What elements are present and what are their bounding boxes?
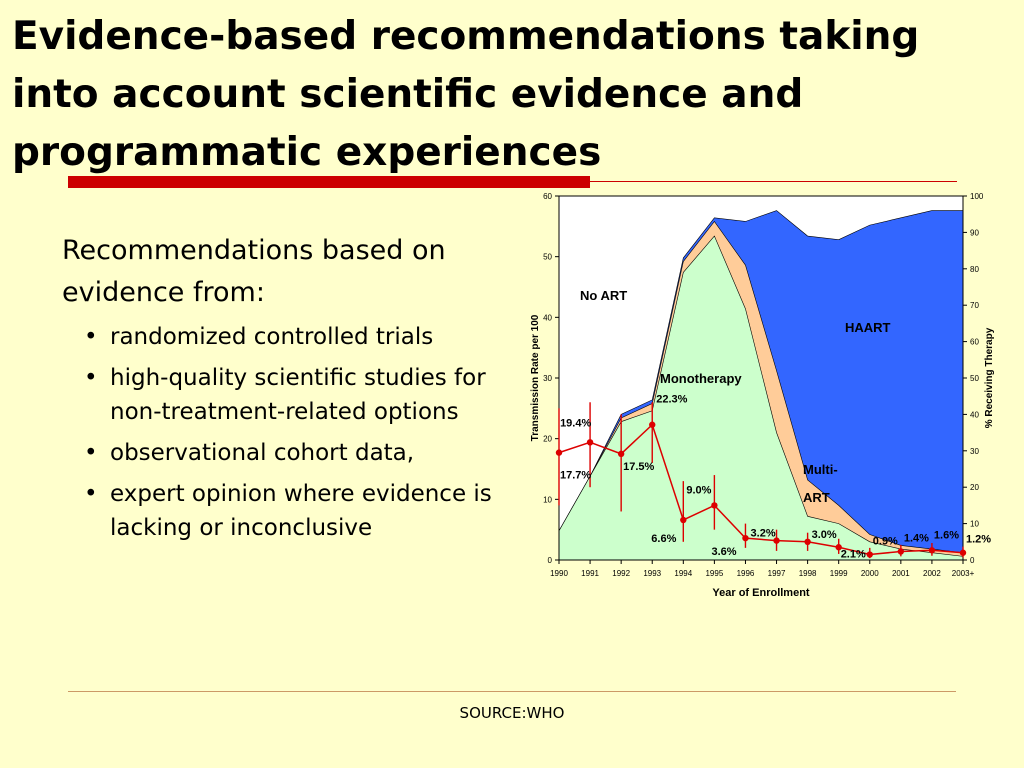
bullet-icon: •	[84, 324, 98, 350]
y-left-tick-label: 50	[543, 253, 552, 262]
y-left-tick-label: 0	[548, 556, 553, 565]
footer-rule	[68, 691, 956, 692]
data-label: 3.2%	[751, 528, 776, 540]
y-right-tick-label: 80	[970, 265, 979, 274]
bullet-text: expert opinion where evidence is lacking…	[110, 481, 492, 541]
x-tick-label: 2000	[861, 569, 879, 578]
bullet-text: randomized controlled trials	[110, 324, 434, 350]
x-tick-label: 2003+	[952, 569, 975, 578]
transmission-point	[680, 516, 687, 524]
data-label: 9.0%	[686, 484, 711, 496]
data-label: 22.3%	[656, 394, 687, 406]
area-label-haart: HAART	[845, 320, 891, 335]
data-label: 2.1%	[841, 548, 866, 560]
area-label-monotherapy: Monotherapy	[660, 371, 742, 386]
transmission-point	[835, 544, 842, 551]
title-underline-rule	[590, 181, 957, 182]
y-right-tick-label: 20	[970, 483, 979, 492]
data-label: 3.0%	[812, 529, 837, 541]
x-tick-label: 2001	[892, 569, 910, 578]
bullet-icon: •	[84, 440, 98, 466]
data-label: 0.9%	[873, 536, 898, 548]
y-right-tick-label: 50	[970, 374, 979, 383]
x-tick-label: 1991	[581, 569, 599, 578]
x-tick-label: 1995	[705, 569, 723, 578]
area-label-multi_art: ART	[803, 490, 830, 505]
intro-text: Recommendations based on evidence from:	[62, 235, 446, 308]
x-tick-label: 1999	[830, 569, 848, 578]
y-right-tick-label: 70	[970, 301, 979, 310]
data-label: 1.6%	[934, 529, 959, 541]
x-tick-label: 1997	[768, 569, 786, 578]
transmission-point	[617, 450, 625, 458]
x-tick-label: 1990	[550, 569, 568, 578]
data-label: 17.7%	[560, 470, 591, 482]
data-label: 19.4%	[560, 417, 591, 429]
y-right-axis-label: % Receiving Therapy	[984, 327, 995, 428]
transmission-point	[959, 549, 967, 556]
data-label: 1.4%	[904, 533, 929, 545]
transmission-point	[804, 538, 811, 545]
area-label-no_art: No ART	[580, 288, 627, 303]
y-right-tick-label: 90	[970, 228, 979, 237]
x-tick-label: 1992	[612, 569, 630, 578]
x-tick-label: 1994	[674, 569, 692, 578]
bullet-item: • randomized controlled trials	[62, 320, 512, 354]
slide-title: Evidence-based recommendations taking in…	[12, 14, 920, 175]
x-tick-label: 1998	[799, 569, 817, 578]
data-label: 17.5%	[623, 461, 654, 473]
transmission-point	[773, 537, 780, 544]
bullet-text: high-quality scientific studies for non-…	[110, 365, 486, 425]
transmission-point	[866, 551, 873, 558]
x-tick-label: 1996	[737, 569, 755, 578]
y-right-tick-label: 60	[970, 338, 979, 347]
y-left-tick-label: 10	[543, 495, 552, 504]
y-right-tick-label: 40	[970, 410, 979, 419]
x-axis-label: Year of Enrollment	[712, 587, 810, 599]
data-label: 3.6%	[711, 546, 736, 558]
bullet-list: • randomized controlled trials • high-qual…	[62, 320, 512, 545]
bullet-icon: •	[84, 481, 98, 507]
title-underline-bar	[68, 176, 590, 188]
bullet-item: • high-quality scientific studies for non…	[62, 361, 512, 429]
transmission-point	[586, 439, 594, 446]
y-left-tick-label: 60	[543, 192, 552, 201]
transmission-point	[897, 548, 905, 555]
bullet-icon: •	[84, 365, 98, 391]
transmission-point	[711, 502, 718, 509]
body-content: Recommendations based on evidence from: …	[62, 230, 512, 552]
transmission-point	[928, 547, 936, 554]
chart-svg: 0 10 20 30 40 50 60 0 10 20 30 40 50 60 70 80 90 100 1990 1…	[530, 192, 995, 599]
transmission-chart: 0 10 20 30 40 50 60 0 10 20 30 40 50 60 70 80 90 100 1990 1…	[518, 186, 1018, 606]
data-label: 1.2%	[966, 534, 991, 546]
y-left-tick-label: 30	[543, 374, 552, 383]
transmission-line	[558, 423, 964, 556]
bullet-item: • observational cohort data,	[62, 436, 512, 470]
bullet-item: • expert opinion where evidence is lackin…	[62, 477, 512, 545]
y-left-tick-label: 20	[543, 435, 552, 444]
y-right-tick-label: 30	[970, 447, 979, 456]
y-right-tick-label: 100	[970, 192, 984, 201]
y-left-tick-label: 40	[543, 313, 552, 322]
transmission-point	[649, 421, 656, 428]
x-tick-label: 2002	[923, 569, 941, 578]
area-label-multi_art: Multi-	[803, 462, 838, 477]
y-left-axis-label: Transmission Rate per 100	[530, 314, 541, 441]
x-tick-label: 1993	[643, 569, 661, 578]
source-text: SOURCE:WHO	[459, 704, 565, 722]
data-label: 6.6%	[651, 533, 676, 545]
y-right-tick-label: 0	[970, 556, 975, 565]
bullet-text: observational cohort data,	[110, 440, 415, 466]
y-right-tick-label: 10	[970, 520, 979, 529]
transmission-point	[742, 534, 749, 542]
transmission-point	[555, 449, 563, 456]
